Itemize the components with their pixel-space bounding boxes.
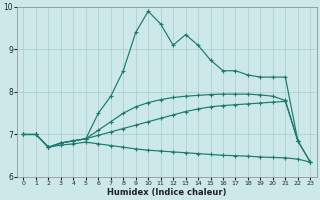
X-axis label: Humidex (Indice chaleur): Humidex (Indice chaleur) (107, 188, 227, 197)
